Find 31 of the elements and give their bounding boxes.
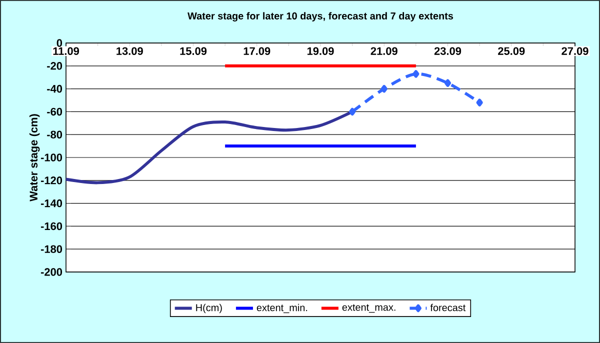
legend-label: extent_max.	[342, 304, 396, 313]
y-tick-label: -140	[40, 199, 62, 208]
y-tick-label: -80	[47, 130, 62, 138]
legend-label: H(cm)	[196, 304, 222, 314]
x-tick-label: 19.09	[307, 47, 334, 55]
x-tick-label: 21.09	[370, 47, 398, 55]
x-tick-label: 25.09	[498, 47, 525, 55]
y-tick-label: -20	[47, 62, 62, 70]
legend-label: forecast	[430, 304, 466, 312]
x-tick-label: 23.09	[434, 47, 462, 55]
y-tick-label: -120	[40, 176, 62, 184]
y-tick-label: -180	[40, 245, 62, 253]
point	[380, 84, 388, 93]
y-axis-title: Water stage (cm)	[29, 114, 40, 202]
y-tick-label: 0	[56, 39, 62, 47]
point	[476, 98, 483, 106]
x-tick-label: 15.09	[180, 47, 207, 55]
y-tick-label: -40	[47, 84, 62, 93]
y-tick-label: -160	[40, 222, 62, 230]
y-tick-label: -60	[47, 108, 62, 116]
x-tick-label: 11.09	[53, 47, 79, 55]
x-tick-label: 27.09	[562, 47, 588, 55]
point	[444, 79, 452, 87]
chart-title: Water stage for later 10 days, forecast and 7 day extents	[188, 12, 454, 22]
y-tick-label: -200	[40, 268, 62, 276]
x-tick-label: 13.09	[116, 47, 143, 55]
point	[412, 70, 420, 78]
y-tick-label: -100	[40, 154, 62, 162]
x-tick-label: 17.09	[244, 47, 270, 55]
legend-label: extent_min.	[256, 304, 308, 314]
point	[349, 108, 356, 116]
